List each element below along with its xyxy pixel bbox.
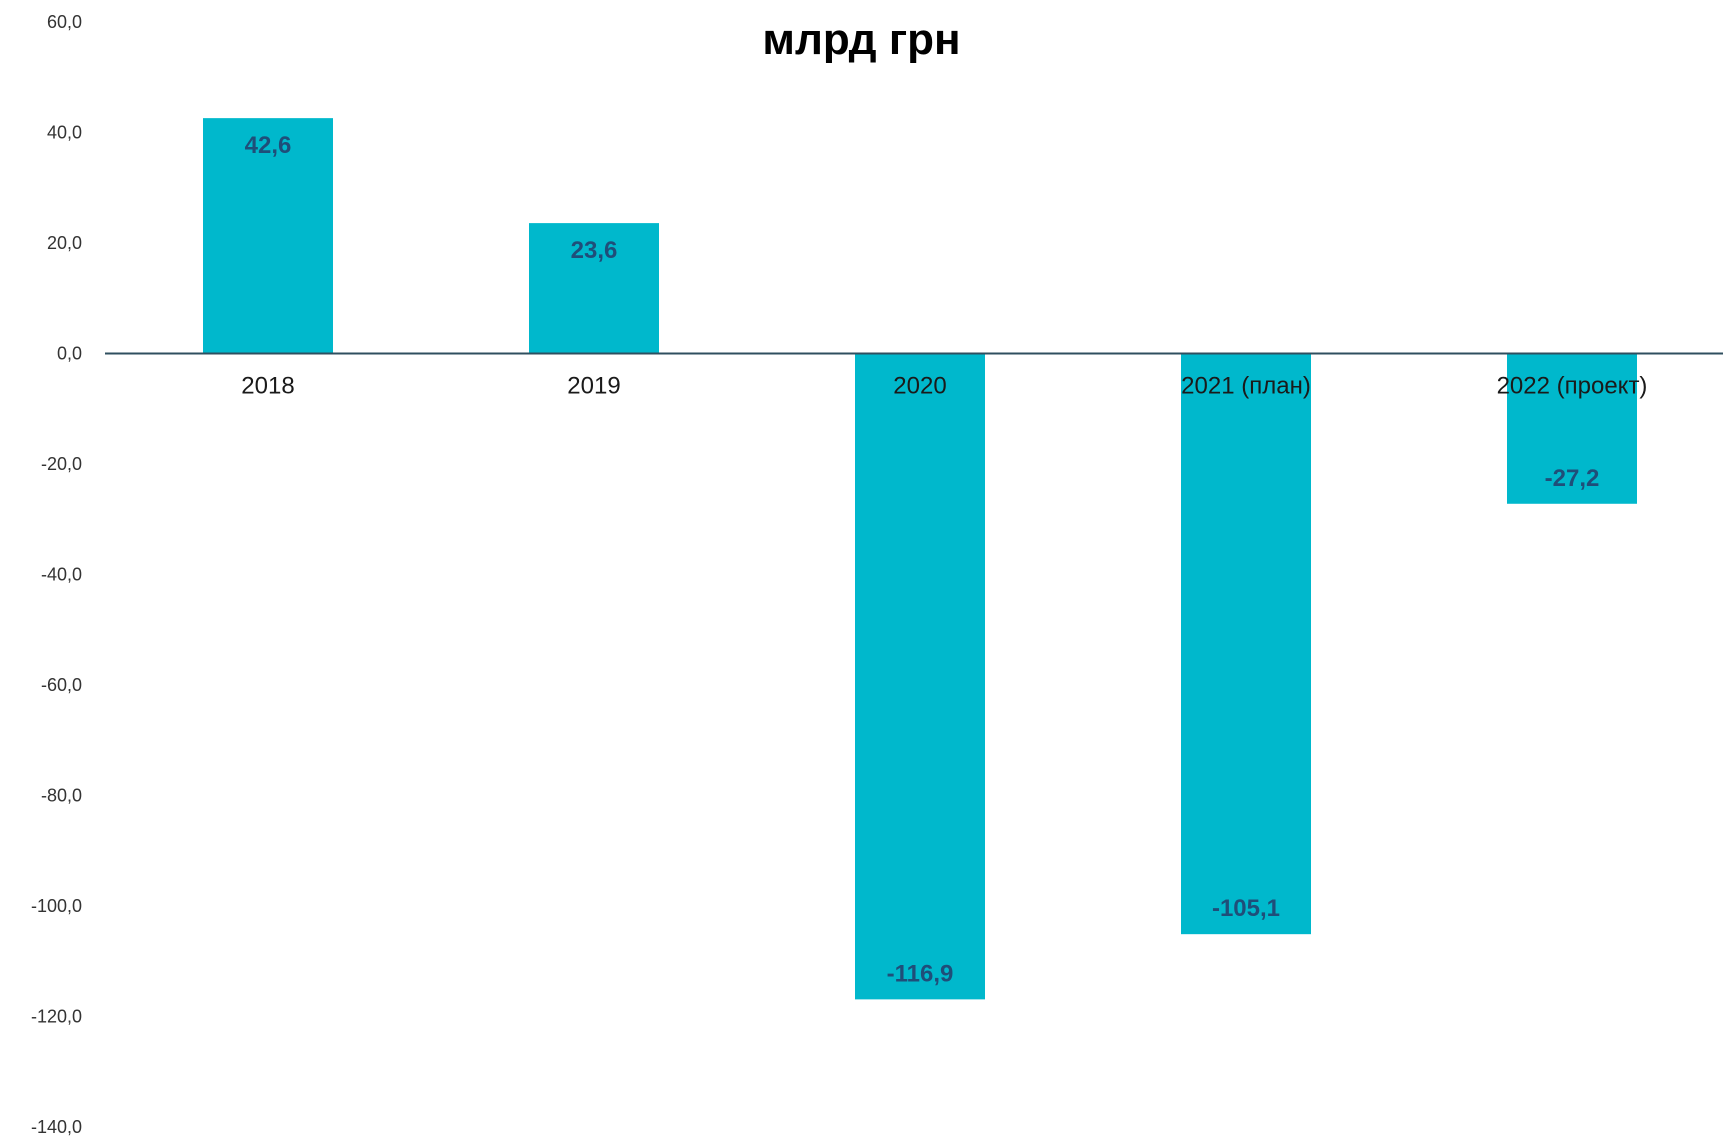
bar (855, 353, 985, 1000)
y-tick-label: 60,0 (47, 12, 82, 32)
chart-title: млрд грн (762, 15, 961, 64)
category-label: 2019 (567, 373, 620, 400)
y-tick-label: -80,0 (41, 786, 82, 806)
y-tick-label: 20,0 (47, 233, 82, 253)
bar (529, 223, 659, 354)
bar (203, 118, 333, 354)
category-label: 2020 (893, 373, 946, 400)
y-tick-label: -40,0 (41, 565, 82, 585)
y-tick-label: -20,0 (41, 454, 82, 474)
bar (1181, 353, 1311, 935)
data-label: 23,6 (571, 237, 618, 264)
y-tick-label: 40,0 (47, 123, 82, 143)
y-tick-label: -140,0 (31, 1117, 82, 1136)
category-label: 2022 (проект) (1497, 373, 1648, 400)
data-label: -116,9 (887, 960, 954, 987)
data-label: 42,6 (245, 132, 292, 159)
y-tick-label: -100,0 (31, 896, 82, 916)
data-label: -105,1 (1212, 895, 1280, 922)
bar (1507, 353, 1637, 504)
y-tick-label: 0,0 (57, 344, 82, 364)
category-label: 2018 (241, 373, 294, 400)
y-tick-label: -60,0 (41, 675, 82, 695)
data-label: -27,2 (1545, 465, 1600, 492)
category-label: 2021 (план) (1181, 373, 1311, 400)
y-tick-label: -120,0 (31, 1007, 82, 1027)
